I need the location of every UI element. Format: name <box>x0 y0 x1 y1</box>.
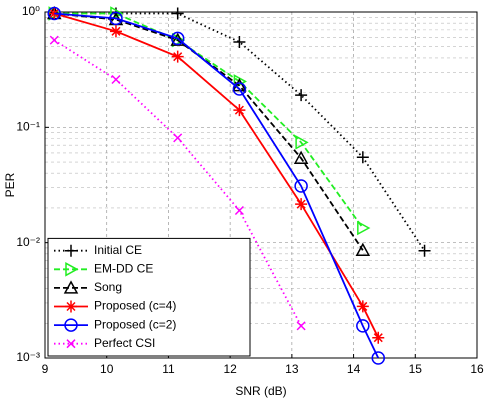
marker <box>173 133 183 143</box>
series-line <box>54 12 380 359</box>
x-tick-label: 9 <box>42 362 49 376</box>
y-tick-label: 10⁻¹ <box>16 120 40 134</box>
marker <box>63 280 79 294</box>
marker <box>418 244 431 257</box>
marker <box>295 198 308 211</box>
legend-entry: Song <box>54 280 122 294</box>
legend-entry: Perfect CSI <box>54 336 155 350</box>
legend-label: EM-DD CE <box>94 261 153 275</box>
marker <box>372 331 385 344</box>
marker <box>65 244 77 257</box>
legend-entry: Initial CE <box>54 243 142 257</box>
marker <box>233 74 247 89</box>
marker <box>109 11 123 26</box>
axes-box <box>44 11 478 359</box>
marker <box>356 151 369 164</box>
marker <box>356 319 370 333</box>
legend-label: Proposed (c=4) <box>94 299 176 313</box>
marker <box>110 6 124 21</box>
x-tick-label: 10 <box>100 362 114 376</box>
marker <box>371 351 386 365</box>
marker <box>295 89 308 102</box>
x-axis-label: SNR (dB) <box>235 384 286 398</box>
marker <box>171 7 184 20</box>
y-tick-label: 10⁻² <box>16 235 40 249</box>
marker <box>47 6 62 21</box>
marker <box>357 220 371 236</box>
marker <box>48 7 61 20</box>
marker <box>296 321 306 331</box>
marker <box>294 179 308 193</box>
x-tick-label: 12 <box>223 362 237 376</box>
marker <box>64 318 78 332</box>
y-tick-label: 10⁰ <box>22 4 40 18</box>
marker <box>356 300 369 313</box>
legend-label: Initial CE <box>94 243 142 257</box>
marker <box>66 339 76 349</box>
x-tick-label: 11 <box>162 362 175 376</box>
legend-label: Proposed (c=2) <box>94 317 176 331</box>
marker <box>65 300 77 313</box>
x-tick-label: 14 <box>347 362 361 376</box>
legend-entry: Proposed (c=2) <box>54 317 176 332</box>
marker <box>170 31 185 46</box>
marker <box>232 82 247 96</box>
y-tick-label: 10⁻³ <box>16 350 40 364</box>
marker <box>171 50 184 63</box>
marker <box>355 242 371 256</box>
x-tick-label: 16 <box>470 362 484 376</box>
marker <box>293 150 309 164</box>
marker <box>233 104 246 117</box>
marker <box>111 74 121 85</box>
x-tick-label: 13 <box>285 362 299 376</box>
marker <box>49 35 59 45</box>
marker <box>65 262 79 277</box>
marker <box>295 135 309 150</box>
marker <box>109 25 122 38</box>
legend-entry: EM-DD CE <box>54 261 153 277</box>
legend-label: Song <box>94 280 122 294</box>
x-tick-label: 15 <box>409 362 423 376</box>
legend-label: Perfect CSI <box>94 336 155 350</box>
y-axis-label: PER <box>3 172 17 197</box>
marker <box>234 205 244 216</box>
legend-entry: Proposed (c=4) <box>54 299 176 313</box>
marker <box>233 35 246 48</box>
series-line <box>54 12 364 229</box>
legend-box <box>47 237 251 357</box>
